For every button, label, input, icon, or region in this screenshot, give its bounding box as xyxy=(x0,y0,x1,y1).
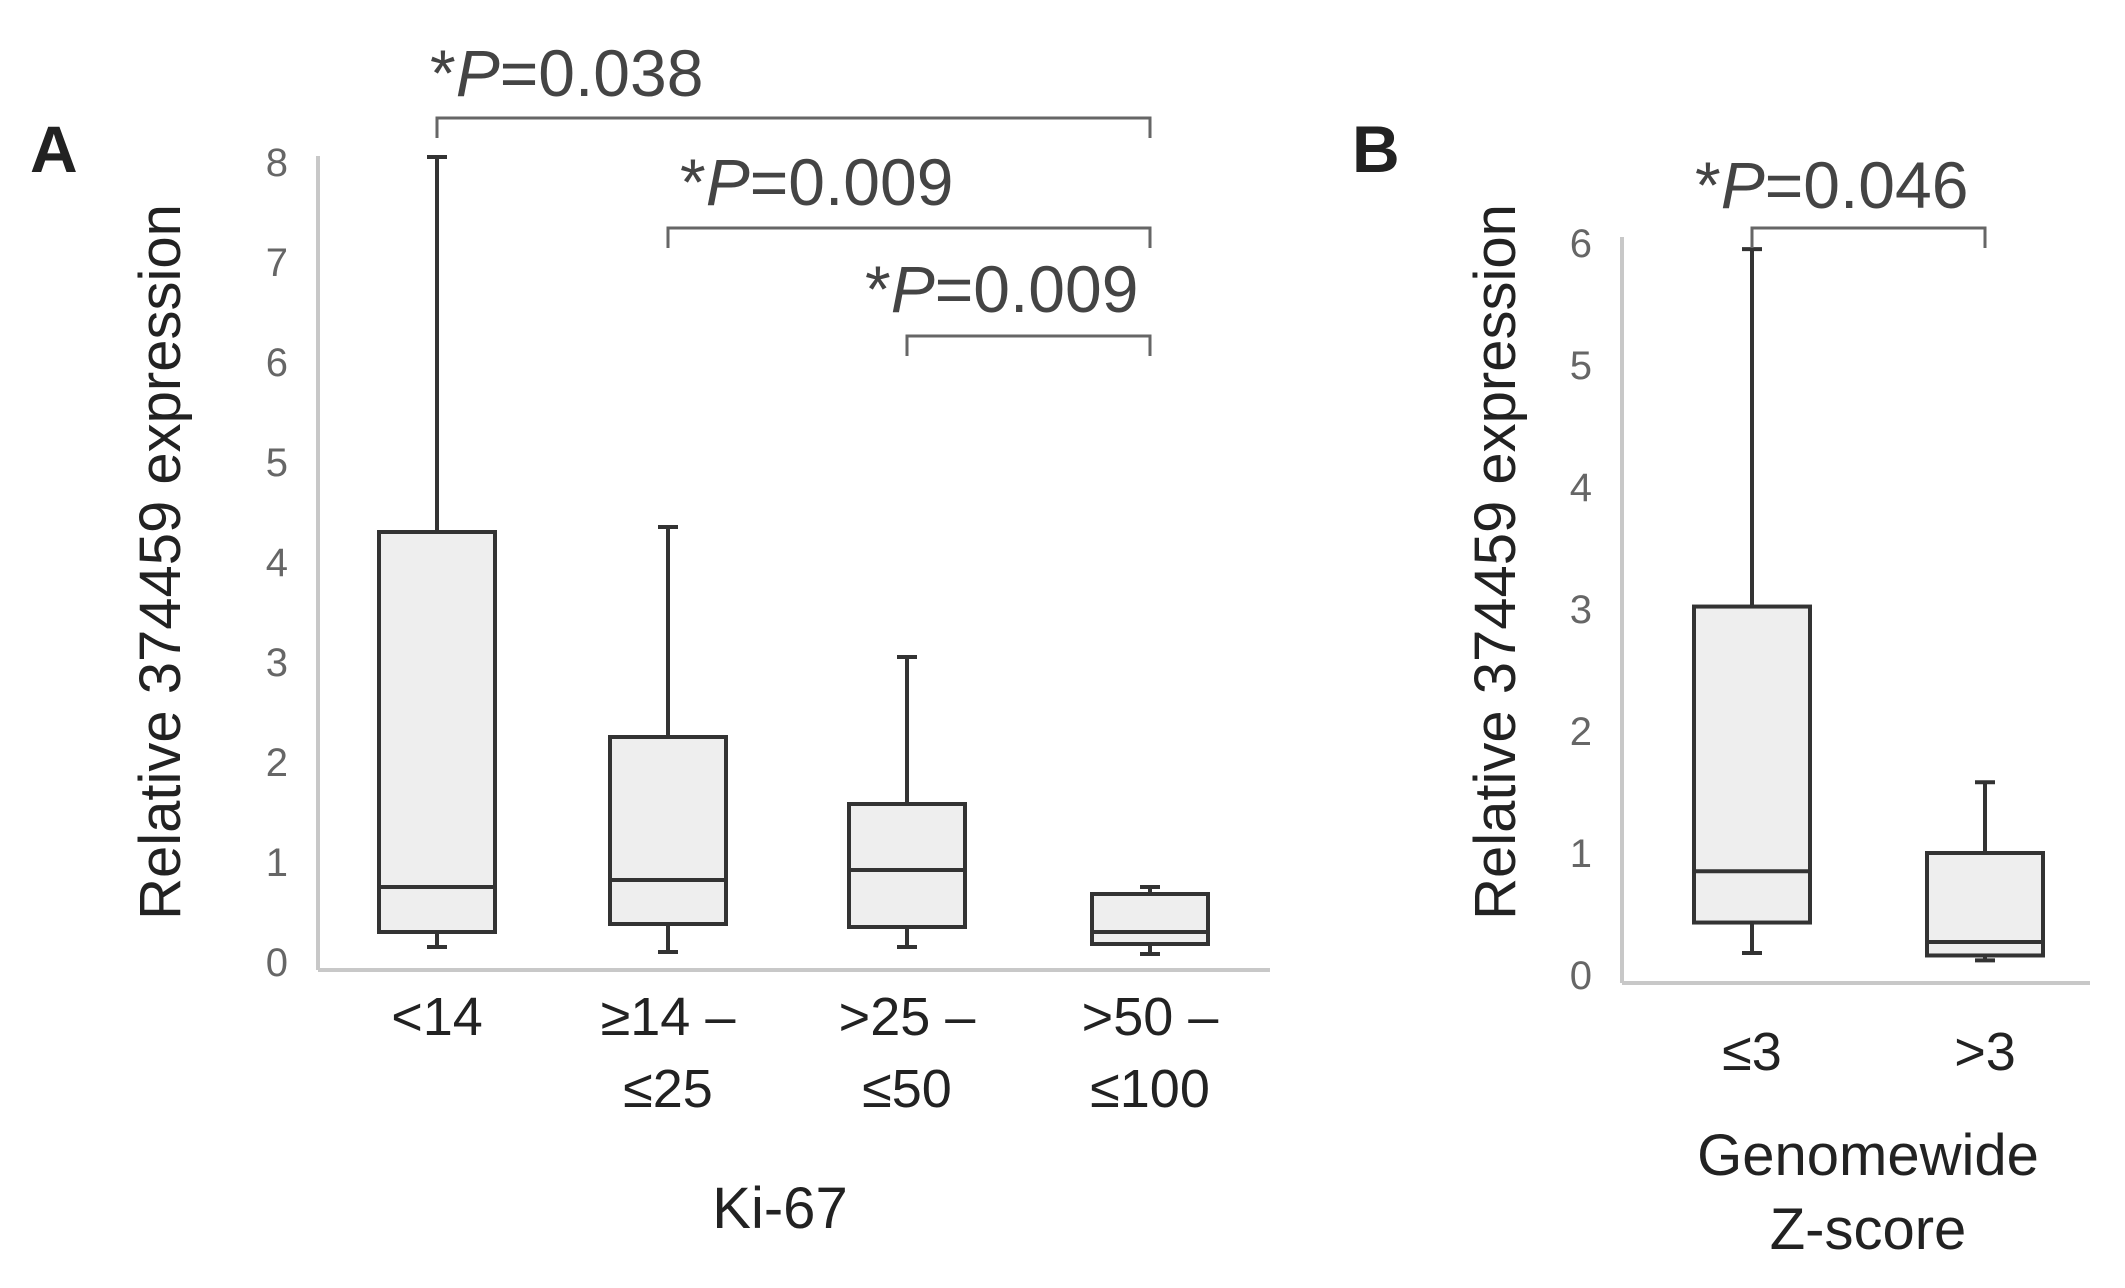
panel-a-ytick-label: 6 xyxy=(266,341,288,385)
panel-a-p-value-label: *P=0.009 xyxy=(865,252,1138,326)
panel-b-ytick-label: 5 xyxy=(1570,344,1592,388)
p-value-symbol: P xyxy=(456,36,500,110)
panel-a-p-value-label: *P=0.038 xyxy=(430,36,703,110)
p-value-number: =0.009 xyxy=(935,252,1139,326)
p-value-symbol: P xyxy=(706,145,750,219)
p-value-star: * xyxy=(430,36,456,110)
p-value-symbol: P xyxy=(891,252,935,326)
panel-a-ytick-label: 2 xyxy=(266,741,288,785)
panel-a-chart: A 0 1 2 3 4 5 6 7 8 Relative 374459 expression <14 ≥… xyxy=(30,36,1270,1241)
panel-a-category-label: ≤25 xyxy=(623,1059,713,1119)
panel-a-category-label: ≤100 xyxy=(1090,1059,1210,1119)
panel-b-chart: B 0 1 2 3 4 5 6 Relative 374459 expression ≤3 >3 Ge… xyxy=(1352,112,2090,1262)
panel-a-p-value-label: *P=0.009 xyxy=(680,145,953,219)
p-value-number: =0.009 xyxy=(750,145,954,219)
panel-a-ytick-label: 3 xyxy=(266,641,288,685)
panel-b-significance-bracket xyxy=(1750,226,1987,248)
panel-a-letter: A xyxy=(30,112,78,186)
panel-a-category-label: ≤50 xyxy=(862,1059,952,1119)
p-value-number: =0.046 xyxy=(1765,148,1969,222)
panel-a-category-label: ≥14 – xyxy=(601,987,736,1047)
panel-b-ytick-label: 0 xyxy=(1570,954,1592,998)
panel-b-ytick-label: 2 xyxy=(1570,710,1592,754)
panel-b-letter: B xyxy=(1352,112,1400,186)
panel-a-ytick-label: 5 xyxy=(266,441,288,485)
panel-a-y-axis-title: Relative 374459 expression xyxy=(128,204,193,920)
p-value-star: * xyxy=(1695,148,1721,222)
panel-b-ytick-label: 1 xyxy=(1570,832,1592,876)
panel-a-significance-bracket xyxy=(666,226,1152,248)
p-value-star: * xyxy=(865,252,891,326)
panel-b-ytick-label: 6 xyxy=(1570,222,1592,266)
panel-b-ytick-label: 3 xyxy=(1570,588,1592,632)
panel-a-significance-bracket xyxy=(905,334,1152,356)
panel-a-category-label: >25 – xyxy=(839,987,976,1047)
panel-a-significance-bracket xyxy=(435,116,1152,138)
panel-a-box xyxy=(377,530,497,934)
p-value-symbol: P xyxy=(1721,148,1765,222)
panel-a-category-label: >50 – xyxy=(1082,987,1219,1047)
p-value-number: =0.038 xyxy=(500,36,704,110)
panel-b-category-label: ≤3 xyxy=(1722,1022,1782,1082)
panel-b-p-value-label: *P=0.046 xyxy=(1695,148,1968,222)
panel-b-x-axis-title: Genomewide xyxy=(1697,1123,2039,1188)
panel-a-x-axis-title: Ki-67 xyxy=(712,1176,847,1241)
panel-a-ytick-label: 1 xyxy=(266,841,288,885)
panel-a-box xyxy=(1090,892,1210,946)
panel-b-box xyxy=(1692,604,1812,925)
panel-b-ytick-label: 4 xyxy=(1570,466,1592,510)
panel-a-category-label: <14 xyxy=(391,987,483,1047)
panel-b-category-label: >3 xyxy=(1954,1022,2016,1082)
panel-b-y-axis-title: Relative 374459 expression xyxy=(1463,204,1528,920)
panel-a-ytick-label: 0 xyxy=(266,941,288,985)
panel-a-box xyxy=(847,802,967,929)
panel-a-box xyxy=(608,735,728,926)
p-value-star: * xyxy=(680,145,706,219)
panel-a-ytick-label: 7 xyxy=(266,241,288,285)
panel-b-x-axis-title: Z-score xyxy=(1770,1197,1967,1262)
panel-a-ytick-label: 4 xyxy=(266,541,288,585)
panel-b-box xyxy=(1925,851,2045,958)
panel-a-ytick-label: 8 xyxy=(266,141,288,185)
